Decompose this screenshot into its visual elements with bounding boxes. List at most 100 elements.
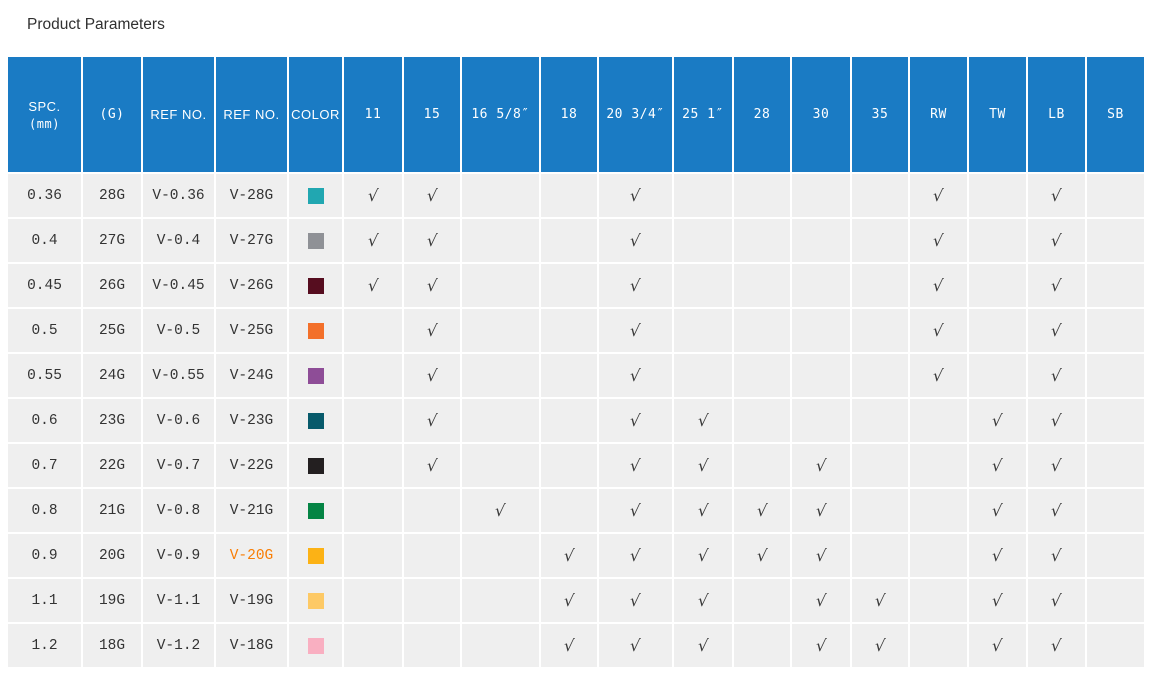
cell-gauge: 23G	[83, 399, 141, 442]
check-mark: √	[1050, 276, 1063, 295]
check-mark: √	[562, 636, 576, 655]
cell-size-30	[792, 309, 850, 352]
cell-size-11	[344, 624, 402, 667]
cell-size-18	[541, 264, 597, 307]
column-header-label: 35	[871, 107, 889, 122]
cell-color	[289, 489, 342, 532]
table-header-row: SPC. (mm) (G) REF NO. REF NO. COLOR 11 15 16 5/8…	[8, 57, 1144, 172]
column-header-30: 30	[792, 57, 850, 172]
check-mark: √	[696, 591, 710, 610]
cell-size-tw: √	[969, 444, 1026, 487]
color-swatch	[307, 277, 324, 294]
cell-size-rw: √	[910, 264, 967, 307]
check-mark: √	[1050, 411, 1063, 430]
column-header-tw: TW	[969, 57, 1026, 172]
column-header-label: REF NO.	[150, 107, 207, 122]
cell-size-rw: √	[910, 309, 967, 352]
cell-size-sb	[1087, 624, 1144, 667]
color-swatch	[307, 367, 324, 384]
cell-size-35	[852, 174, 908, 217]
cell-size-11	[344, 354, 402, 397]
cell-size-28	[734, 309, 790, 352]
table-row: 0.4 27G V-0.4 V-27G √ √ √ √ √	[8, 219, 1144, 262]
check-mark: √	[991, 411, 1004, 430]
cell-size-15	[404, 489, 460, 532]
cell-ref-no-1: V-0.45	[143, 264, 214, 307]
table-row: 0.36 28G V-0.36 V-28G √ √ √ √ √	[8, 174, 1144, 217]
check-mark: √	[991, 591, 1004, 610]
cell-size-18	[541, 489, 597, 532]
column-header-sb: SB	[1087, 57, 1144, 172]
cell-ref-no-2: V-22G	[216, 444, 287, 487]
cell-size-lb: √	[1028, 354, 1085, 397]
cell-ref-no-1: V-0.6	[143, 399, 214, 442]
cell-size-16-5-8	[462, 624, 539, 667]
cell-size-30	[792, 219, 850, 262]
cell-size-28	[734, 444, 790, 487]
column-header-label: 20 3/4″	[606, 107, 665, 122]
cell-size-lb: √	[1028, 534, 1085, 577]
column-header-label: COLOR	[291, 107, 340, 122]
cell-size-30	[792, 354, 850, 397]
cell-size-rw	[910, 624, 967, 667]
check-mark: √	[629, 501, 642, 520]
column-header-sublabel: (mm)	[29, 116, 60, 131]
cell-color	[289, 534, 342, 577]
cell-color	[289, 444, 342, 487]
cell-gauge: 26G	[83, 264, 141, 307]
cell-size-18: √	[541, 624, 597, 667]
cell-size-35: √	[852, 579, 908, 622]
cell-color	[289, 174, 342, 217]
cell-size-lb: √	[1028, 444, 1085, 487]
cell-spc: 0.7	[8, 444, 81, 487]
cell-ref-no-1: V-0.7	[143, 444, 214, 487]
table-row: 0.6 23G V-0.6 V-23G √ √ √ √ √	[8, 399, 1144, 442]
cell-ref-no-1: V-1.2	[143, 624, 214, 667]
cell-ref-no-2: V-24G	[216, 354, 287, 397]
cell-size-20-3-4: √	[599, 219, 672, 262]
check-mark: √	[425, 231, 439, 250]
cell-size-30	[792, 174, 850, 217]
check-mark: √	[1050, 366, 1063, 385]
check-mark: √	[991, 546, 1004, 565]
cell-size-25-1	[674, 219, 732, 262]
cell-size-18	[541, 174, 597, 217]
product-parameters-table: SPC. (mm) (G) REF NO. REF NO. COLOR 11 15 16 5/8…	[8, 57, 1144, 667]
cell-size-rw: √	[910, 174, 967, 217]
cell-size-tw: √	[969, 624, 1026, 667]
check-mark: √	[629, 456, 642, 475]
cell-ref-no-2: V-19G	[216, 579, 287, 622]
cell-size-lb: √	[1028, 309, 1085, 352]
check-mark: √	[814, 546, 828, 565]
cell-spc: 1.2	[8, 624, 81, 667]
column-header-label: 28	[753, 107, 771, 122]
cell-ref-no-1: V-0.8	[143, 489, 214, 532]
column-header-28: 28	[734, 57, 790, 172]
cell-size-11	[344, 444, 402, 487]
column-header-16-5-8: 16 5/8″	[462, 57, 539, 172]
cell-size-16-5-8	[462, 174, 539, 217]
column-header-label: SPC.	[28, 98, 61, 114]
table-body: 0.36 28G V-0.36 V-28G √ √ √ √ √ 0.4 27G V-0.4 V-27G √…	[8, 174, 1144, 667]
cell-size-25-1	[674, 174, 732, 217]
cell-size-15	[404, 534, 460, 577]
cell-size-tw: √	[969, 579, 1026, 622]
cell-size-28: √	[734, 534, 790, 577]
cell-ref-no-1: V-1.1	[143, 579, 214, 622]
cell-ref-no-1: V-0.36	[143, 174, 214, 217]
cell-size-20-3-4: √	[599, 399, 672, 442]
color-swatch	[307, 547, 324, 564]
check-mark: √	[814, 591, 828, 610]
column-header-label: 30	[812, 107, 830, 122]
cell-size-rw: √	[910, 219, 967, 262]
cell-ref-no-2: V-26G	[216, 264, 287, 307]
cell-size-18	[541, 399, 597, 442]
check-mark: √	[814, 636, 828, 655]
check-mark: √	[425, 321, 439, 340]
check-mark: √	[425, 456, 439, 475]
cell-size-30: √	[792, 444, 850, 487]
check-mark: √	[873, 591, 887, 610]
cell-size-lb: √	[1028, 399, 1085, 442]
color-swatch	[307, 457, 324, 474]
